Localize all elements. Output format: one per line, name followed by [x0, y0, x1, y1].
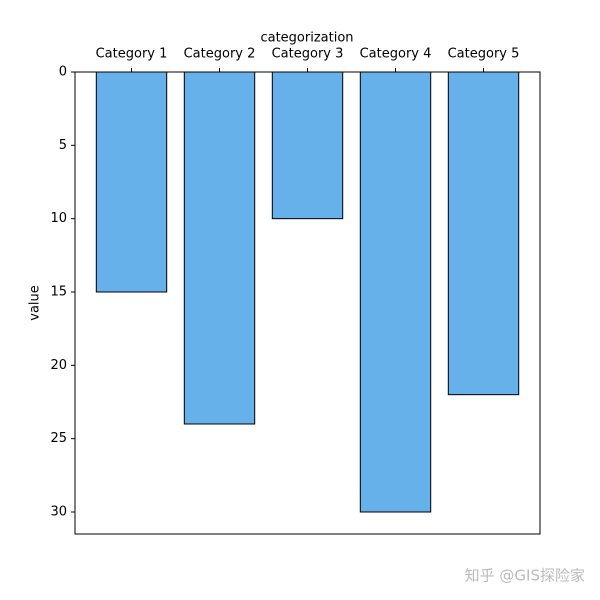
- x-tick-label: Category 5: [448, 47, 520, 62]
- bar: [183, 71, 256, 425]
- bar: [359, 71, 432, 513]
- y-tick-label: 20: [50, 358, 67, 373]
- x-tick-label: Category 4: [360, 47, 432, 62]
- bar: [271, 71, 344, 220]
- y-tick-label: 25: [50, 431, 67, 446]
- y-tick-label: 0: [59, 65, 67, 80]
- x-tick-label: Category 3: [272, 47, 344, 62]
- y-axis-label: value: [28, 285, 43, 321]
- y-tick-label: 15: [50, 285, 67, 300]
- plot-frame: [74, 71, 541, 535]
- bar: [95, 71, 168, 293]
- y-tick-label: 10: [50, 211, 67, 226]
- x-tick-label: Category 2: [184, 47, 256, 62]
- watermark: 知乎 @GIS探险家: [465, 567, 585, 585]
- x-axis-label: categorization: [260, 31, 353, 46]
- x-tick-label: Category 1: [96, 47, 168, 62]
- y-tick-label: 5: [59, 138, 67, 153]
- y-tick-label: 30: [50, 505, 67, 520]
- bar: [447, 71, 520, 396]
